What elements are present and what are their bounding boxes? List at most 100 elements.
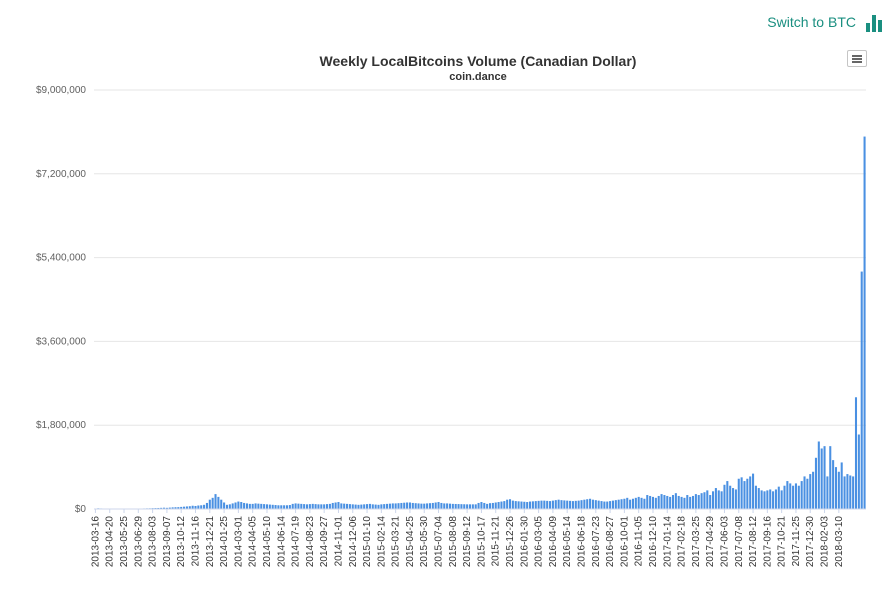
bar <box>243 502 246 509</box>
x-tick-label: 2016-07-23 <box>591 516 602 568</box>
bar <box>183 506 186 509</box>
bar <box>271 504 274 509</box>
bar <box>160 507 163 509</box>
bar <box>623 498 626 509</box>
x-tick-label: 2014-07-19 <box>291 516 302 568</box>
chart-subtitle: coin.dance <box>449 71 506 83</box>
y-tick-label: $3,600,000 <box>36 336 86 347</box>
bar <box>366 504 369 509</box>
x-tick-label: 2016-12-10 <box>648 516 659 568</box>
bar <box>589 498 592 509</box>
bar <box>474 504 477 509</box>
bar <box>772 491 775 509</box>
bar <box>740 477 743 509</box>
x-tick-label: 2017-06-03 <box>719 516 730 568</box>
x-tick-label: 2016-03-05 <box>534 516 545 568</box>
bar <box>468 504 472 509</box>
bar <box>248 503 251 509</box>
y-tick-label: $7,200,000 <box>36 169 86 180</box>
bar <box>546 500 549 509</box>
bar <box>746 478 749 509</box>
bar <box>640 497 643 509</box>
bar <box>285 505 289 509</box>
bar <box>343 503 346 509</box>
bar <box>308 504 311 509</box>
bar <box>420 503 423 509</box>
bar <box>752 473 755 509</box>
bar <box>749 476 752 509</box>
bar <box>760 490 763 509</box>
bar <box>580 500 583 509</box>
x-tick-label: 2017-04-29 <box>705 516 716 568</box>
bar <box>669 496 672 509</box>
bar <box>797 485 800 509</box>
x-tick-label: 2016-05-14 <box>562 516 573 568</box>
bar <box>428 503 431 509</box>
bar <box>531 501 534 509</box>
x-tick-label: 2016-11-05 <box>634 516 645 567</box>
bar <box>260 503 263 509</box>
bar <box>852 476 855 509</box>
bar <box>494 502 497 509</box>
bar <box>454 503 457 509</box>
x-tick-label: 2013-05-25 <box>119 516 130 568</box>
bar <box>234 502 237 509</box>
bar <box>517 501 520 509</box>
bar <box>406 502 409 509</box>
bar <box>671 495 675 509</box>
bar <box>443 503 446 509</box>
bar <box>426 503 429 509</box>
x-tick-label: 2016-08-27 <box>605 516 616 568</box>
x-tick-label: 2015-02-14 <box>376 516 387 568</box>
x-tick-label: 2013-08-03 <box>148 516 159 568</box>
bar-series <box>94 136 866 509</box>
bar <box>614 500 617 509</box>
bar <box>180 506 183 509</box>
bar <box>200 505 203 509</box>
bar <box>208 499 211 509</box>
bar <box>354 504 357 509</box>
x-tick-label: 2016-01-30 <box>519 516 530 568</box>
bar <box>674 493 677 509</box>
bar <box>697 495 700 509</box>
bar <box>620 499 623 509</box>
bar <box>854 397 858 509</box>
bar <box>820 448 823 509</box>
bar <box>823 446 826 509</box>
bar <box>826 476 829 509</box>
bar <box>663 495 666 509</box>
bar <box>214 494 217 509</box>
x-tick-label: 2015-05-30 <box>419 516 430 568</box>
bar <box>434 502 437 509</box>
bar <box>305 504 309 509</box>
x-tick-label: 2015-04-25 <box>405 516 416 568</box>
bar <box>529 501 532 509</box>
bar <box>743 481 746 509</box>
bar <box>732 488 735 509</box>
bar <box>217 496 220 509</box>
bar <box>734 489 737 509</box>
bar <box>346 503 349 509</box>
bar <box>540 500 543 509</box>
bar <box>569 500 572 509</box>
bar <box>437 502 440 509</box>
bar <box>251 503 254 509</box>
bar <box>174 507 177 509</box>
bar <box>337 502 340 509</box>
switch-to-btc-link[interactable]: Switch to BTC <box>767 14 856 30</box>
bar <box>351 504 354 509</box>
chart-menu-button[interactable] <box>847 50 867 67</box>
bar <box>408 502 411 509</box>
bar <box>577 500 580 509</box>
x-tick-label: 2013-12-21 <box>205 516 216 568</box>
bar <box>188 506 191 509</box>
bar <box>323 504 326 509</box>
bar <box>560 500 563 509</box>
bar <box>223 502 226 509</box>
bar <box>549 501 552 509</box>
x-tick-label: 2014-01-25 <box>219 516 230 568</box>
bar <box>383 504 386 509</box>
bar <box>368 503 371 509</box>
bar-chart-icon[interactable] <box>866 15 882 32</box>
